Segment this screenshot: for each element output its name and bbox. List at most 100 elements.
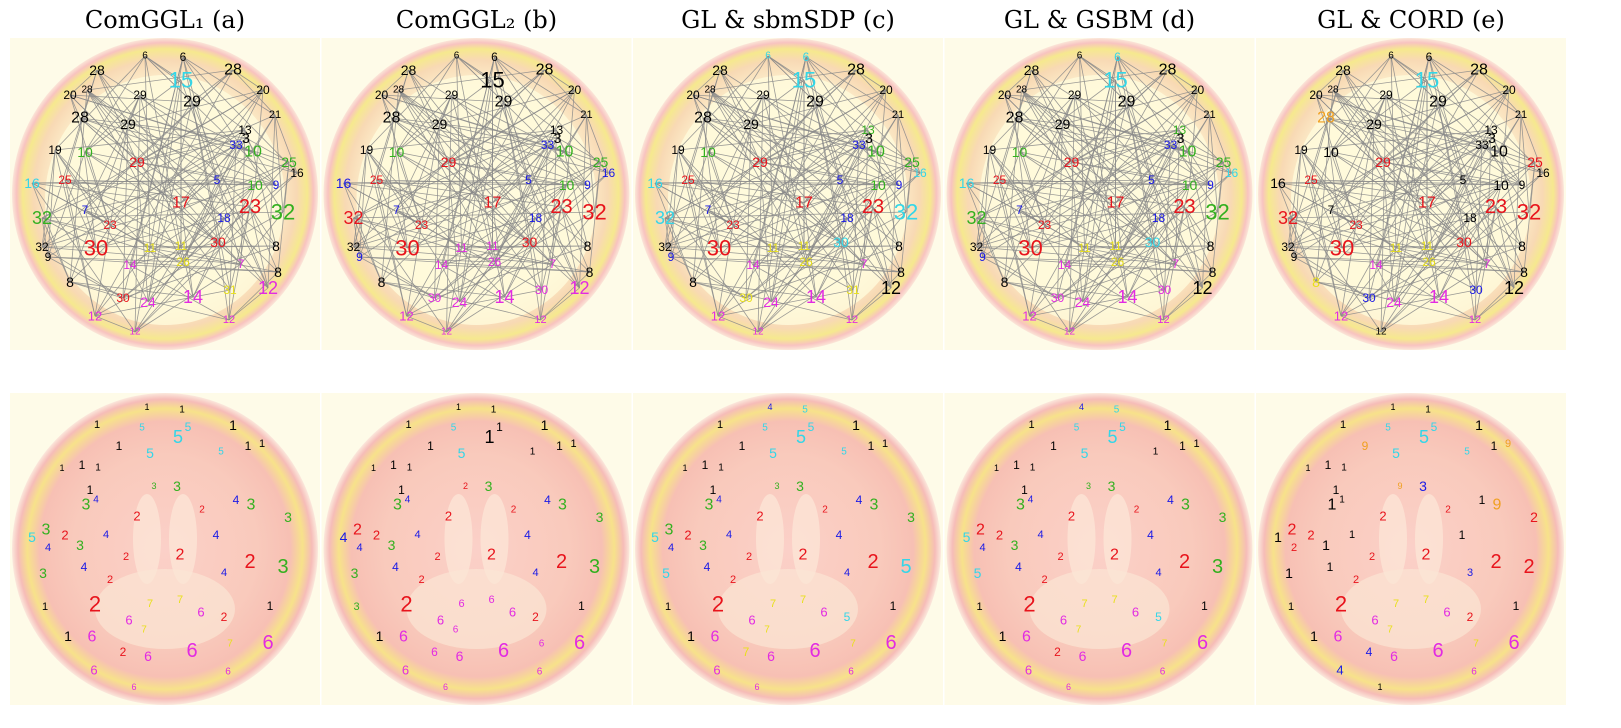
node-label: 3	[388, 537, 396, 553]
node-label: 3	[774, 481, 779, 491]
node-label: 1	[64, 628, 72, 644]
node-label: 11	[144, 241, 157, 255]
node-label: 1	[687, 628, 695, 644]
node-label: 20	[879, 83, 893, 97]
node-label: 4	[213, 528, 220, 542]
node-label: 30	[1330, 236, 1354, 261]
node-label: 6	[458, 598, 464, 610]
node-label: 3	[1181, 497, 1190, 514]
node-label: 5	[1114, 405, 1120, 416]
node-label: 1	[976, 601, 982, 613]
panel-title: ComGGL₂ (b)	[396, 6, 557, 34]
node-label: 3	[1219, 509, 1227, 525]
node-label: 7	[1081, 598, 1087, 610]
figure: ComGGL₁ (a)66281528202829292021282913319…	[0, 0, 1621, 728]
node-label: 5	[1148, 173, 1155, 187]
node-label: 11	[1421, 239, 1434, 253]
node-label: 26	[1111, 255, 1125, 269]
node-label: 4	[1167, 493, 1174, 507]
node-label: 3	[1108, 478, 1116, 494]
node-label: 12	[1375, 327, 1387, 338]
node-label: 5	[146, 445, 154, 461]
node-label: 1	[570, 438, 576, 450]
node-label: 6	[197, 605, 204, 620]
node-label: 28	[89, 62, 105, 78]
brain-outline	[1258, 393, 1564, 705]
node-label: 28	[712, 62, 728, 78]
node-label: 16	[1225, 166, 1239, 180]
node-label: 2	[133, 509, 140, 524]
node-label: 5	[1155, 610, 1162, 624]
node-label: 2	[746, 551, 752, 563]
node-label: 6	[1079, 648, 1087, 664]
node-label: 1	[1328, 497, 1337, 514]
node-label: 6	[186, 640, 197, 662]
node-label: 29	[495, 94, 513, 111]
node-label: 1	[1390, 402, 1395, 412]
node-label: 6	[454, 51, 460, 62]
node-label: 6	[1197, 632, 1208, 654]
node-label: 11	[1078, 241, 1091, 255]
node-label: 21	[892, 109, 904, 121]
node-label: 2	[463, 481, 468, 491]
node-label: 1	[1274, 529, 1282, 545]
node-label: 5	[1392, 445, 1400, 461]
node-label: 4	[726, 529, 732, 541]
node-label: 14	[494, 287, 514, 307]
node-label: 23	[103, 218, 117, 232]
node-label: 2	[1179, 551, 1190, 573]
node-label: 1	[407, 463, 413, 474]
node-label: 15	[1103, 68, 1127, 93]
node-label: 28	[1470, 62, 1488, 79]
brain-inner	[95, 569, 235, 649]
node-label: 12	[711, 309, 725, 324]
node-label: 2	[120, 645, 127, 659]
top-brain-panel: 6628152820282929202128291331910293310251…	[633, 38, 943, 350]
node-label: 1	[1425, 405, 1431, 416]
node-label: 32	[32, 208, 52, 228]
node-label: 6	[1121, 640, 1132, 662]
node-label: 2	[89, 592, 101, 617]
node-label: 7	[800, 594, 806, 606]
node-label: 1	[1322, 537, 1330, 553]
bottom-brain-panel: 1151111511111111323422433422434242342342…	[322, 393, 632, 705]
node-label: 8	[1001, 274, 1009, 290]
node-label: 2	[107, 574, 113, 586]
node-label: 12	[129, 327, 141, 338]
node-label: 19	[1294, 143, 1308, 157]
node-label: 2	[1307, 528, 1314, 543]
node-label: 12	[1157, 314, 1169, 326]
node-label: 6	[509, 605, 516, 620]
node-label: 6	[539, 639, 545, 650]
node-label: 1	[718, 463, 724, 474]
node-label: 31	[846, 283, 860, 297]
node-label: 6	[225, 667, 231, 678]
node-label: 6	[711, 629, 720, 646]
node-label: 25	[58, 173, 72, 187]
node-label: 7	[1172, 257, 1179, 271]
node-label: 4	[93, 495, 99, 506]
node-label: 5	[963, 529, 971, 545]
node-label: 23	[1349, 218, 1363, 232]
node-label: 4	[668, 542, 674, 554]
node-label: 26	[488, 255, 502, 269]
node-label: 1	[1288, 601, 1294, 613]
node-label: 3	[1011, 537, 1019, 553]
node-label: 1	[484, 427, 494, 447]
node-label: 4	[405, 495, 411, 506]
node-label: 2	[1068, 509, 1075, 524]
node-label: 4	[1028, 495, 1034, 506]
node-label: 3	[485, 478, 493, 494]
node-label: 16	[602, 166, 616, 180]
node-label: 11	[1390, 241, 1403, 255]
node-label: 5	[841, 447, 847, 458]
node-label: 1	[427, 439, 434, 453]
node-label: 1	[116, 439, 123, 453]
brain-inner	[718, 569, 858, 649]
node-label: 26	[176, 255, 190, 269]
node-label: 23	[1038, 218, 1052, 232]
node-label: 2	[445, 509, 452, 524]
node-label: 14	[1117, 287, 1137, 307]
node-label: 29	[806, 94, 824, 111]
